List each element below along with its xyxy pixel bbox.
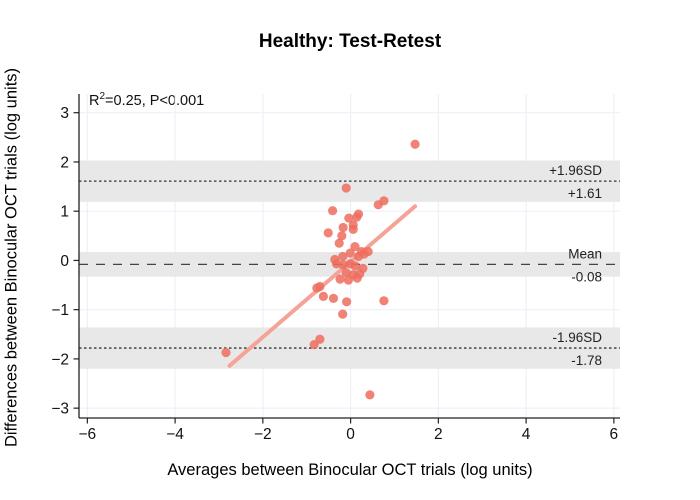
y-tick-label: 0: [60, 253, 69, 270]
chart-title: Healthy: Test-Retest: [258, 31, 442, 52]
x-tick-label: 6: [610, 426, 619, 443]
x-tick-label: −4: [166, 426, 184, 443]
lower-loa-label-below: -1.78: [571, 353, 602, 368]
y-tick-label: 1: [60, 204, 69, 221]
lower-loa-label-above: -1.96SD: [552, 330, 602, 345]
upper-loa-label-below: +1.61: [568, 186, 602, 201]
y-tick-label: −2: [51, 351, 69, 368]
scatter-point[interactable]: [337, 231, 347, 241]
y-tick-label: −1: [51, 302, 69, 319]
x-tick-label: −2: [254, 426, 272, 443]
mean-label-below: -0.08: [571, 269, 602, 284]
scatter-point[interactable]: [352, 212, 362, 222]
scatter-point[interactable]: [315, 334, 325, 344]
scatter-point[interactable]: [341, 183, 351, 193]
scatter-point[interactable]: [312, 283, 322, 293]
scatter-point[interactable]: [342, 297, 352, 307]
scatter-point[interactable]: [343, 275, 354, 285]
scatter-point[interactable]: [334, 238, 344, 248]
scatter-point[interactable]: [221, 347, 231, 358]
x-tick-label: 2: [434, 426, 443, 443]
scatter-point[interactable]: [353, 251, 364, 262]
upper-loa-label-above: +1.96SD: [549, 163, 602, 178]
scatter-point[interactable]: [309, 340, 319, 350]
scatter-point[interactable]: [338, 222, 348, 233]
scatter-point[interactable]: [379, 296, 389, 306]
scatter-point[interactable]: [341, 268, 351, 278]
y-axis-title: Differences between Binocular OCT trials…: [2, 67, 21, 448]
scatter-point[interactable]: [338, 309, 348, 319]
scatter-point[interactable]: [344, 213, 354, 223]
scatter-point[interactable]: [345, 248, 355, 258]
y-tick-label: 3: [60, 105, 69, 122]
scatter-point[interactable]: [352, 273, 362, 283]
r-squared-annotation: R2=0.25, P<0.001: [89, 91, 204, 109]
scatter-point[interactable]: [350, 242, 360, 252]
x-tick-label: −6: [78, 426, 96, 443]
scatter-point[interactable]: [379, 196, 389, 206]
annotation-base: R: [89, 92, 100, 109]
scatter-point[interactable]: [338, 260, 348, 270]
scatter-point[interactable]: [365, 390, 375, 400]
y-tick-label: 2: [60, 154, 69, 171]
scatter-point[interactable]: [348, 224, 358, 235]
x-axis-title: Averages between Binocular OCT trials (l…: [167, 461, 533, 479]
scatter-point[interactable]: [318, 291, 328, 301]
x-tick-label: 0: [346, 426, 355, 443]
scatter-point[interactable]: [350, 261, 360, 271]
scatter-point[interactable]: [328, 206, 338, 216]
scatter-point[interactable]: [335, 274, 345, 284]
scatter-point[interactable]: [323, 228, 333, 238]
scatter-point[interactable]: [410, 139, 420, 149]
annotation-rest: =0.25, P<0.001: [105, 92, 205, 109]
scatter-point[interactable]: [328, 293, 339, 303]
y-tick-label: −3: [51, 401, 69, 418]
scatter-point[interactable]: [338, 251, 348, 262]
annotation-superscript: 2: [99, 91, 106, 102]
mean-label-above: Mean: [568, 246, 602, 261]
x-tick-label: 4: [522, 426, 531, 443]
